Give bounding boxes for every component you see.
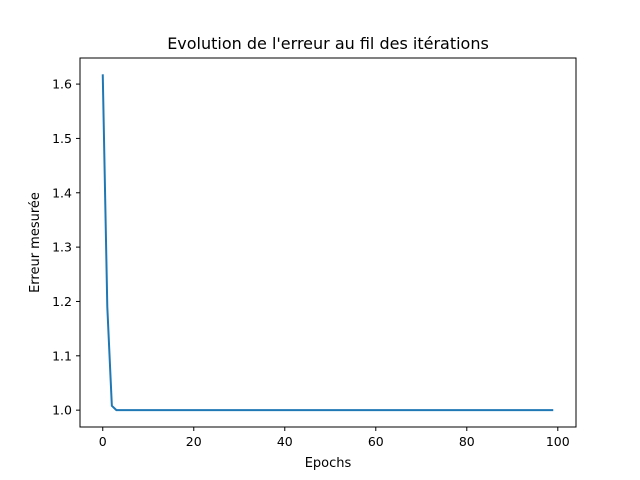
y-axis-label: Erreur mesurée xyxy=(28,192,43,293)
y-tick-label: 1.1 xyxy=(52,348,72,363)
y-tick-label: 1.4 xyxy=(52,185,72,200)
y-tick-label: 1.2 xyxy=(52,294,72,309)
x-tick-label: 20 xyxy=(186,434,202,449)
y-tick-label: 1.5 xyxy=(52,131,72,146)
x-axis: 0 20 40 60 80 100 xyxy=(99,427,570,449)
y-tick-label: 1.3 xyxy=(52,240,72,255)
x-tick-label: 100 xyxy=(546,434,570,449)
y-axis: 1.0 1.1 1.2 1.3 1.4 1.5 1.6 xyxy=(52,77,80,418)
chart-title: Evolution de l'erreur au fil des itérati… xyxy=(167,34,489,53)
x-axis-label: Epochs xyxy=(305,456,352,471)
plot-area xyxy=(79,57,577,428)
x-tick-label: 40 xyxy=(277,434,293,449)
y-tick-label: 1.6 xyxy=(52,77,72,92)
x-tick-label: 0 xyxy=(99,434,107,449)
x-tick-label: 80 xyxy=(459,434,475,449)
series-line xyxy=(101,74,554,412)
y-tick-label: 1.0 xyxy=(52,403,72,418)
axes-frame xyxy=(79,57,577,428)
x-tick-label: 60 xyxy=(368,434,384,449)
